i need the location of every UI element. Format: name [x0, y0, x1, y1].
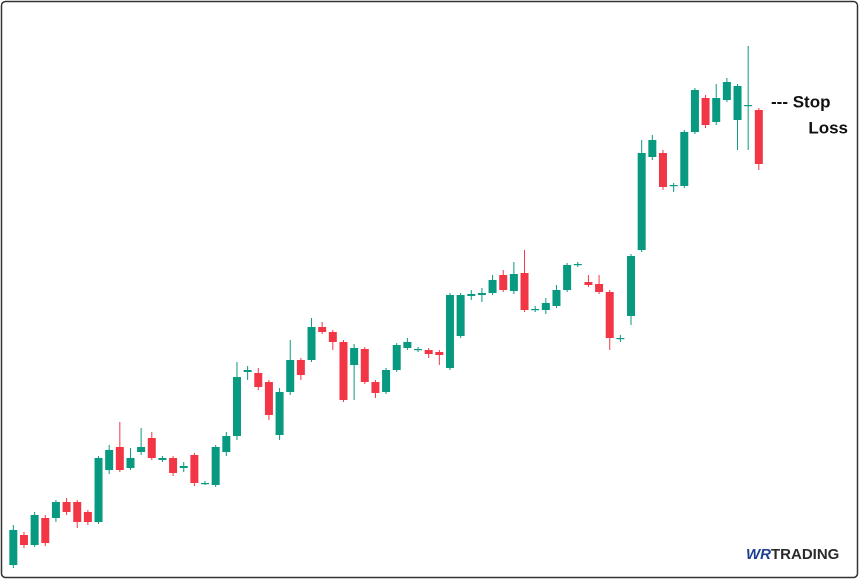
- candle-body: [307, 327, 316, 360]
- candle-body: [62, 502, 71, 512]
- candle-body: [648, 140, 657, 157]
- candle-body: [318, 327, 327, 332]
- candle-body: [690, 90, 699, 132]
- candle-body: [637, 153, 646, 250]
- candle-body: [211, 447, 220, 485]
- candle-body: [499, 275, 508, 290]
- candle-body: [179, 466, 188, 468]
- candle-body: [754, 110, 763, 164]
- candle-body: [254, 373, 263, 387]
- candle-body: [531, 309, 540, 311]
- candle-body: [328, 332, 337, 342]
- candle-body: [733, 86, 742, 120]
- candle-body: [158, 458, 167, 460]
- annotation: --- Stop: [771, 92, 830, 111]
- candle-body: [51, 502, 60, 518]
- brand-mark: WR: [746, 546, 771, 563]
- candle-body: [477, 293, 486, 295]
- candle-body: [286, 360, 295, 392]
- candle-body: [264, 382, 273, 415]
- candle-body: [115, 447, 124, 470]
- candle-body: [701, 98, 710, 125]
- candle-body: [445, 295, 454, 368]
- candle-body: [488, 280, 497, 293]
- candle-body: [339, 342, 348, 400]
- candle-body: [552, 290, 561, 306]
- candle-body: [520, 273, 529, 310]
- candle-body: [94, 458, 103, 522]
- candle-body: [41, 518, 50, 543]
- candle-body: [126, 458, 135, 468]
- candle-body: [605, 292, 614, 338]
- candle-body: [509, 274, 518, 291]
- candle-body: [137, 447, 146, 452]
- candle-body: [669, 185, 678, 187]
- candle-body: [722, 82, 731, 100]
- candle-body: [744, 105, 753, 107]
- candle-body: [435, 352, 444, 355]
- candle-body: [83, 512, 92, 522]
- candle-body: [680, 132, 689, 186]
- candle-body: [541, 303, 550, 310]
- candle-body: [371, 382, 380, 393]
- candle-body: [296, 360, 305, 375]
- candle-body: [30, 515, 39, 545]
- candle-body: [19, 535, 28, 545]
- candle-body: [222, 436, 231, 452]
- candle-body: [243, 370, 252, 372]
- candle-body: [627, 256, 636, 316]
- candle-body: [403, 342, 412, 348]
- candle-body: [616, 338, 625, 340]
- candle-body: [275, 392, 284, 435]
- annotation: Loss: [808, 118, 848, 137]
- candle-body: [595, 284, 604, 292]
- candle-body: [105, 450, 114, 470]
- candle-body: [360, 349, 369, 382]
- candles: [9, 46, 763, 568]
- candle-body: [424, 350, 433, 354]
- candle-body: [169, 458, 178, 473]
- candle-body: [232, 377, 241, 436]
- candle-body: [350, 348, 359, 365]
- candle-body: [584, 282, 593, 285]
- candle-body: [456, 295, 465, 336]
- candle-body: [201, 483, 210, 485]
- candle-body: [414, 349, 423, 351]
- candle-body: [190, 455, 199, 483]
- brand-logo: WRTRADING: [746, 546, 839, 563]
- candle-body: [392, 345, 401, 370]
- brand-name: TRADING: [771, 546, 839, 563]
- candle-body: [658, 153, 667, 187]
- candle-body: [147, 438, 156, 458]
- candle-body: [9, 530, 18, 565]
- candle-body: [563, 265, 572, 290]
- candle-body: [573, 264, 582, 266]
- candle-body: [73, 502, 82, 522]
- candle-body: [712, 98, 721, 122]
- candle-body: [467, 294, 476, 296]
- candle-body: [382, 370, 391, 392]
